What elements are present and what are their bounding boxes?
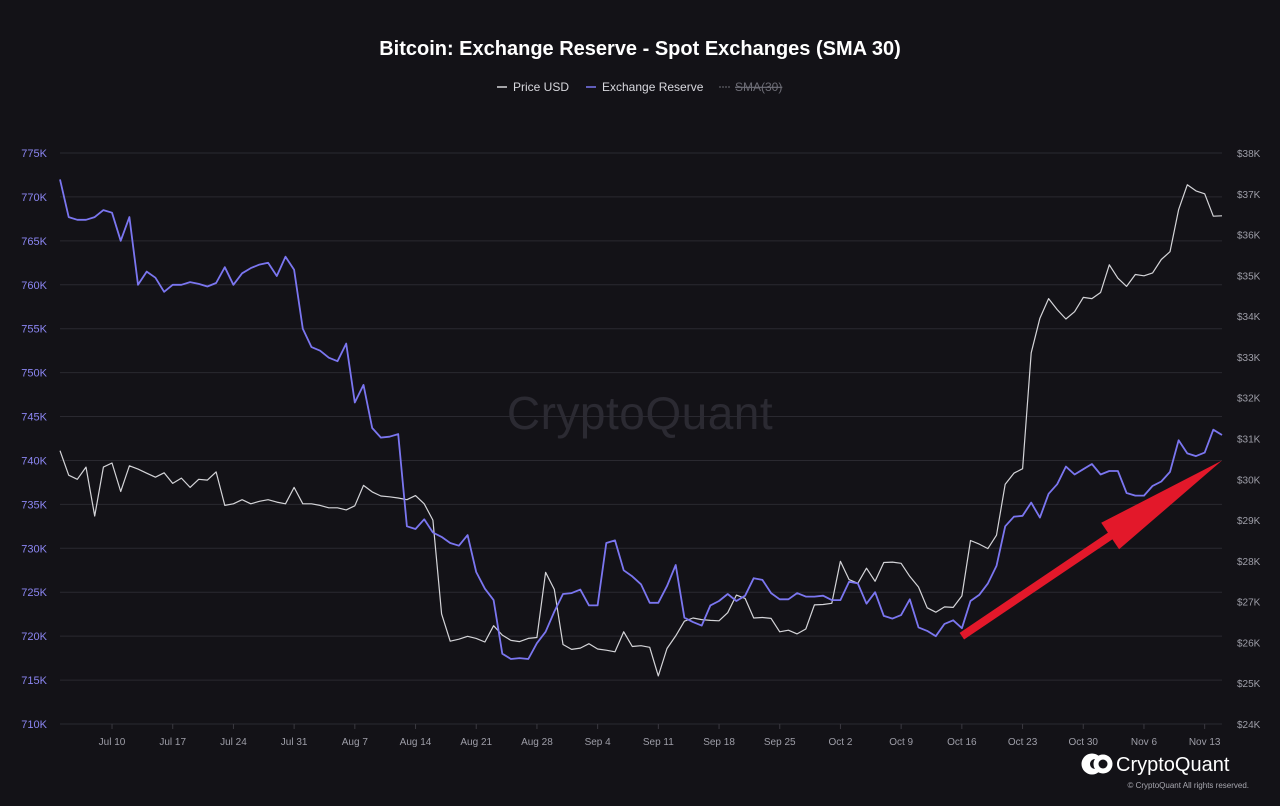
y-left-tick-label: 755K xyxy=(21,324,47,336)
grid-lines xyxy=(60,152,1222,725)
chart-title: Bitcoin: Exchange Reserve - Spot Exchang… xyxy=(379,38,901,60)
x-tick-label: Oct 9 xyxy=(889,737,913,748)
x-tick-label: Aug 14 xyxy=(400,737,432,748)
x-tick-label: Aug 28 xyxy=(521,737,553,748)
y-right-tick-label: $28K xyxy=(1237,557,1261,568)
x-tick-label: Oct 2 xyxy=(828,737,852,748)
legend-item-reserve[interactable]: Exchange Reserve xyxy=(586,80,704,94)
x-tick-label: Oct 23 xyxy=(1008,737,1038,748)
x-tick-label: Oct 30 xyxy=(1069,737,1099,748)
x-tick-label: Jul 31 xyxy=(281,737,308,748)
y-right-tick-label: $35K xyxy=(1237,271,1261,282)
y-left-tick-label: 735K xyxy=(21,499,47,511)
x-axis: Jul 10 Jul 17 Jul 24 Jul 31 Aug 7 Aug 14 Aug 2… xyxy=(99,724,1221,748)
y-left-tick-label: 715K xyxy=(21,675,47,687)
x-tick-label: Sep 18 xyxy=(703,737,735,748)
cryptoquant-logo-icon xyxy=(1081,753,1113,775)
trend-arrow-shaft xyxy=(959,527,1121,640)
y-right-tick-label: $38K xyxy=(1237,149,1261,160)
y-axis-right: $24K $25K $26K $27K $28K $29K $30K $31K $32K $33K… xyxy=(1237,149,1261,731)
x-tick-label: Sep 11 xyxy=(643,737,674,748)
y-left-tick-label: 710K xyxy=(21,719,47,731)
brand-logo: CryptoQuant © CryptoQuant All rights res… xyxy=(1081,753,1250,790)
x-tick-label: Sep 25 xyxy=(764,737,796,748)
x-tick-label: Jul 10 xyxy=(99,737,126,748)
y-left-tick-label: 775K xyxy=(21,148,47,160)
legend-label-sma: SMA(30) xyxy=(735,80,782,94)
watermark: CryptoQuant xyxy=(507,387,773,439)
series-line-price-usd xyxy=(59,184,1223,677)
x-tick-label: Sep 4 xyxy=(585,737,612,748)
y-right-tick-label: $24K xyxy=(1237,720,1261,731)
y-right-tick-label: $34K xyxy=(1237,312,1261,323)
legend-item-sma[interactable]: SMA(30) xyxy=(719,80,782,94)
x-tick-label: Nov 6 xyxy=(1131,737,1158,748)
y-right-tick-label: $26K xyxy=(1237,638,1261,649)
y-left-tick-label: 770K xyxy=(21,192,47,204)
y-left-tick-label: 750K xyxy=(21,368,47,380)
y-left-tick-label: 760K xyxy=(21,280,47,292)
y-axis-left: 710K 715K 720K 725K 730K 735K 740K 745K 750K 755K… xyxy=(21,148,47,731)
y-left-tick-label: 765K xyxy=(21,236,47,248)
copyright-text: © CryptoQuant All rights reserved. xyxy=(1128,781,1250,790)
legend-label-reserve: Exchange Reserve xyxy=(602,80,704,94)
trend-arrow-annotation xyxy=(959,460,1222,640)
y-left-tick-label: 720K xyxy=(21,631,47,643)
brand-name: CryptoQuant xyxy=(1116,754,1230,776)
x-tick-label: Nov 13 xyxy=(1189,737,1221,748)
y-right-tick-label: $32K xyxy=(1237,394,1261,405)
y-left-tick-label: 745K xyxy=(21,412,47,424)
legend: Price USD Exchange Reserve SMA(30) xyxy=(497,80,782,94)
y-right-tick-label: $33K xyxy=(1237,353,1261,364)
legend-label-price: Price USD xyxy=(513,80,569,94)
y-right-tick-label: $37K xyxy=(1237,190,1261,201)
x-tick-label: Aug 21 xyxy=(460,737,492,748)
y-left-tick-label: 740K xyxy=(21,455,47,467)
x-tick-label: Oct 16 xyxy=(947,737,977,748)
y-right-tick-label: $36K xyxy=(1237,231,1261,242)
x-tick-label: Jul 24 xyxy=(220,737,247,748)
x-tick-label: Jul 17 xyxy=(159,737,186,748)
legend-item-price[interactable]: Price USD xyxy=(497,80,569,94)
series-line-exchange-reserve xyxy=(59,179,1223,660)
y-right-tick-label: $31K xyxy=(1237,435,1261,446)
x-tick-label: Aug 7 xyxy=(342,737,369,748)
y-left-tick-label: 730K xyxy=(21,543,47,555)
y-right-tick-label: $29K xyxy=(1237,516,1261,527)
y-right-tick-label: $30K xyxy=(1237,475,1261,486)
y-right-tick-label: $25K xyxy=(1237,679,1261,690)
y-right-tick-label: $27K xyxy=(1237,598,1261,609)
trend-arrow-head xyxy=(1101,460,1222,550)
y-left-tick-label: 725K xyxy=(21,587,47,599)
